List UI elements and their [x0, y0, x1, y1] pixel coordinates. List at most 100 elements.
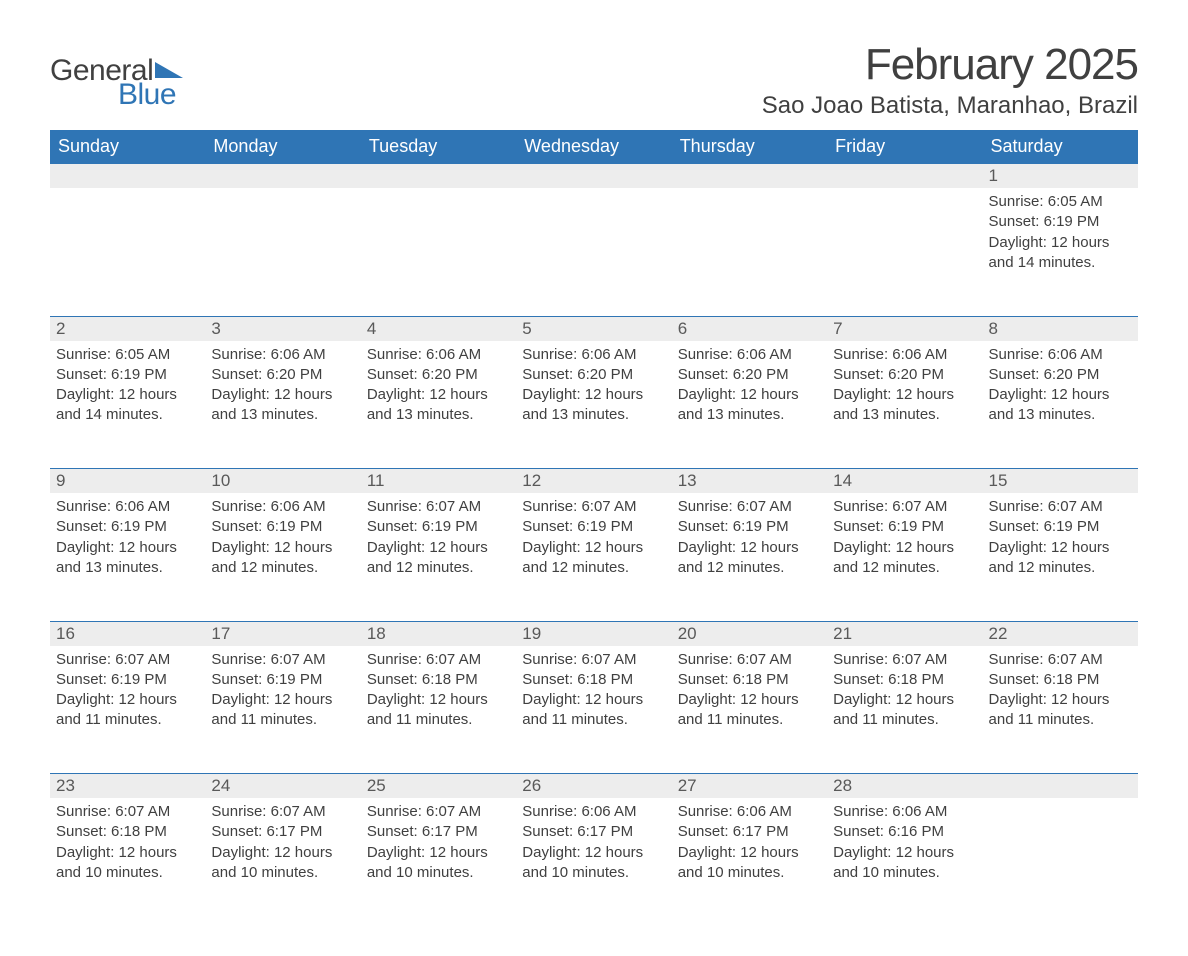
sunset-line: Sunset: 6:19 PM	[211, 517, 354, 537]
daylight-line: Daylight: 12 hours and 13 minutes.	[989, 385, 1132, 426]
sunrise-line: Sunrise: 6:06 AM	[522, 345, 665, 365]
day-detail-cell: Sunrise: 6:07 AMSunset: 6:19 PMDaylight:…	[361, 493, 516, 621]
day-detail-cell: Sunrise: 6:07 AMSunset: 6:19 PMDaylight:…	[50, 646, 205, 774]
sunset-line: Sunset: 6:19 PM	[678, 517, 821, 537]
day-number-cell: 8	[983, 316, 1138, 341]
sunrise-line: Sunrise: 6:06 AM	[989, 345, 1132, 365]
day-number-cell: 10	[205, 469, 360, 494]
day-detail-cell	[827, 188, 982, 316]
daynum-row: 9101112131415	[50, 469, 1138, 494]
weekday-header: Saturday	[983, 130, 1138, 164]
sunset-line: Sunset: 6:17 PM	[522, 822, 665, 842]
detail-row: Sunrise: 6:07 AMSunset: 6:19 PMDaylight:…	[50, 646, 1138, 774]
daylight-line: Daylight: 12 hours and 13 minutes.	[367, 385, 510, 426]
calendar-table: SundayMondayTuesdayWednesdayThursdayFrid…	[50, 130, 1138, 926]
day-number: 9	[56, 471, 65, 490]
day-number-cell: 18	[361, 621, 516, 646]
sunrise-line: Sunrise: 6:07 AM	[367, 497, 510, 517]
day-number: 15	[989, 471, 1008, 490]
daylight-line: Daylight: 12 hours and 10 minutes.	[56, 843, 199, 884]
day-number-cell: 27	[672, 774, 827, 799]
daylight-line: Daylight: 12 hours and 13 minutes.	[56, 538, 199, 579]
day-detail-cell: Sunrise: 6:06 AMSunset: 6:17 PMDaylight:…	[516, 798, 671, 926]
day-number: 13	[678, 471, 697, 490]
sunset-line: Sunset: 6:18 PM	[833, 670, 976, 690]
logo-word2: Blue	[118, 78, 176, 112]
day-detail-cell: Sunrise: 6:07 AMSunset: 6:19 PMDaylight:…	[827, 493, 982, 621]
detail-row: Sunrise: 6:05 AMSunset: 6:19 PMDaylight:…	[50, 188, 1138, 316]
day-number-cell: 26	[516, 774, 671, 799]
day-number: 19	[522, 624, 541, 643]
sunset-line: Sunset: 6:19 PM	[367, 517, 510, 537]
daylight-line: Daylight: 12 hours and 11 minutes.	[56, 690, 199, 731]
day-number-cell: 9	[50, 469, 205, 494]
sunrise-line: Sunrise: 6:06 AM	[56, 497, 199, 517]
day-detail-cell	[516, 188, 671, 316]
daylight-line: Daylight: 12 hours and 12 minutes.	[367, 538, 510, 579]
sunrise-line: Sunrise: 6:07 AM	[367, 802, 510, 822]
day-number: 25	[367, 776, 386, 795]
day-number: 18	[367, 624, 386, 643]
day-number-cell: 3	[205, 316, 360, 341]
day-number: 12	[522, 471, 541, 490]
sunset-line: Sunset: 6:19 PM	[211, 670, 354, 690]
sunset-line: Sunset: 6:17 PM	[367, 822, 510, 842]
day-number: 21	[833, 624, 852, 643]
day-number-cell: 14	[827, 469, 982, 494]
day-number: 28	[833, 776, 852, 795]
day-number-cell: 25	[361, 774, 516, 799]
sunrise-line: Sunrise: 6:07 AM	[678, 650, 821, 670]
day-number: 4	[367, 319, 376, 338]
day-number-cell	[827, 164, 982, 189]
day-number: 16	[56, 624, 75, 643]
sunset-line: Sunset: 6:17 PM	[211, 822, 354, 842]
daylight-line: Daylight: 12 hours and 13 minutes.	[678, 385, 821, 426]
day-number: 27	[678, 776, 697, 795]
daylight-line: Daylight: 12 hours and 10 minutes.	[211, 843, 354, 884]
weekday-header: Thursday	[672, 130, 827, 164]
day-number: 6	[678, 319, 687, 338]
day-number-cell	[205, 164, 360, 189]
day-detail-cell: Sunrise: 6:06 AMSunset: 6:20 PMDaylight:…	[205, 341, 360, 469]
daylight-line: Daylight: 12 hours and 12 minutes.	[522, 538, 665, 579]
day-number: 20	[678, 624, 697, 643]
sunrise-line: Sunrise: 6:06 AM	[211, 497, 354, 517]
day-detail-cell: Sunrise: 6:07 AMSunset: 6:19 PMDaylight:…	[672, 493, 827, 621]
day-number-cell: 5	[516, 316, 671, 341]
day-detail-cell: Sunrise: 6:06 AMSunset: 6:19 PMDaylight:…	[205, 493, 360, 621]
day-detail-cell: Sunrise: 6:07 AMSunset: 6:18 PMDaylight:…	[672, 646, 827, 774]
weekday-header-row: SundayMondayTuesdayWednesdayThursdayFrid…	[50, 130, 1138, 164]
day-number-cell: 15	[983, 469, 1138, 494]
day-number-cell: 24	[205, 774, 360, 799]
sunset-line: Sunset: 6:20 PM	[522, 365, 665, 385]
day-detail-cell: Sunrise: 6:06 AMSunset: 6:16 PMDaylight:…	[827, 798, 982, 926]
daylight-line: Daylight: 12 hours and 12 minutes.	[833, 538, 976, 579]
sunrise-line: Sunrise: 6:07 AM	[211, 802, 354, 822]
day-detail-cell: Sunrise: 6:07 AMSunset: 6:19 PMDaylight:…	[983, 493, 1138, 621]
day-number: 23	[56, 776, 75, 795]
month-title: February 2025	[762, 40, 1138, 90]
sunrise-line: Sunrise: 6:07 AM	[833, 650, 976, 670]
day-number-cell: 7	[827, 316, 982, 341]
day-detail-cell	[361, 188, 516, 316]
sunrise-line: Sunrise: 6:06 AM	[211, 345, 354, 365]
sunset-line: Sunset: 6:20 PM	[211, 365, 354, 385]
sunset-line: Sunset: 6:19 PM	[989, 517, 1132, 537]
day-number-cell: 1	[983, 164, 1138, 189]
daylight-line: Daylight: 12 hours and 13 minutes.	[833, 385, 976, 426]
day-number: 26	[522, 776, 541, 795]
sunrise-line: Sunrise: 6:06 AM	[522, 802, 665, 822]
day-detail-cell: Sunrise: 6:05 AMSunset: 6:19 PMDaylight:…	[50, 341, 205, 469]
daynum-row: 16171819202122	[50, 621, 1138, 646]
sunrise-line: Sunrise: 6:07 AM	[211, 650, 354, 670]
day-detail-cell	[672, 188, 827, 316]
sunrise-line: Sunrise: 6:07 AM	[367, 650, 510, 670]
sunset-line: Sunset: 6:18 PM	[56, 822, 199, 842]
sunrise-line: Sunrise: 6:06 AM	[833, 802, 976, 822]
day-number: 1	[989, 166, 998, 185]
daylight-line: Daylight: 12 hours and 13 minutes.	[522, 385, 665, 426]
day-detail-cell: Sunrise: 6:07 AMSunset: 6:18 PMDaylight:…	[827, 646, 982, 774]
day-detail-cell: Sunrise: 6:07 AMSunset: 6:19 PMDaylight:…	[205, 646, 360, 774]
detail-row: Sunrise: 6:05 AMSunset: 6:19 PMDaylight:…	[50, 341, 1138, 469]
day-number-cell: 20	[672, 621, 827, 646]
